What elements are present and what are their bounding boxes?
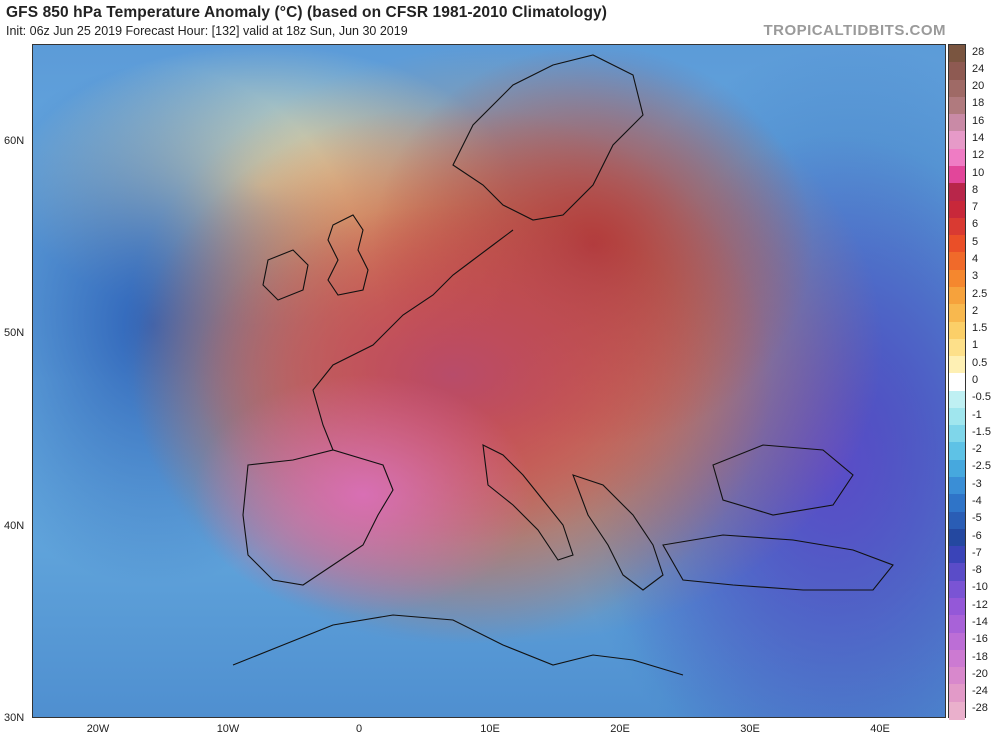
color-scale-swatch xyxy=(949,477,965,496)
color-scale-swatch xyxy=(949,459,965,478)
map-title: GFS 850 hPa Temperature Anomaly (°C) (ba… xyxy=(6,4,608,21)
color-scale-swatch xyxy=(949,580,965,599)
color-scale-swatch xyxy=(949,667,965,686)
color-scale-label: -6 xyxy=(972,529,982,542)
lat-label-30n: 30N xyxy=(4,712,25,724)
color-scale-swatch xyxy=(949,165,965,184)
color-scale-label: 20 xyxy=(972,80,985,93)
color-scale-swatch xyxy=(949,390,965,409)
color-scale-swatch xyxy=(949,96,965,115)
color-scale-swatch xyxy=(949,338,965,357)
color-scale-swatch xyxy=(949,200,965,219)
lon-label-0: 0 xyxy=(355,723,363,735)
color-scale-label: -28 xyxy=(972,702,988,715)
color-scale-label: 14 xyxy=(972,132,985,145)
color-scale-swatch xyxy=(949,494,965,513)
color-scale-swatch xyxy=(949,114,965,133)
color-scale-label: 24 xyxy=(972,62,985,75)
map-subtitle: Init: 06z Jun 25 2019 Forecast Hour: [13… xyxy=(6,24,408,38)
color-scale-label: 4 xyxy=(972,253,979,266)
lat-label-50n: 50N xyxy=(4,327,25,339)
color-scale-swatch xyxy=(949,235,965,254)
color-scale-swatch xyxy=(949,321,965,340)
color-scale-swatch xyxy=(949,131,965,150)
color-scale-swatch xyxy=(949,79,965,98)
color-scale-swatch xyxy=(949,684,965,703)
color-scale-label: -5 xyxy=(972,512,982,525)
color-scale-label: 3 xyxy=(972,270,979,283)
color-scale-bar xyxy=(948,44,966,720)
color-scale-label: 6 xyxy=(972,218,979,231)
color-scale-label: -14 xyxy=(972,615,988,628)
color-scale-swatch xyxy=(949,407,965,426)
lon-label-10e: 10E xyxy=(480,723,500,735)
color-scale-label: 1.5 xyxy=(972,322,988,335)
color-scale-swatch xyxy=(949,304,965,323)
color-scale-label: -0.5 xyxy=(972,391,991,404)
color-scale-label: 10 xyxy=(972,166,985,179)
color-scale-label: -8 xyxy=(972,564,982,577)
color-scale-swatch xyxy=(949,511,965,530)
color-scale-label: -4 xyxy=(972,494,982,507)
color-scale-swatch xyxy=(949,45,965,63)
color-scale-swatch xyxy=(949,649,965,668)
color-scale-label: -2 xyxy=(972,443,982,456)
color-scale-label: 28 xyxy=(972,45,985,58)
color-scale-label: -20 xyxy=(972,667,988,680)
brand-watermark: TROPICALTIDBITS.COM xyxy=(763,22,946,39)
color-scale-label: 0.5 xyxy=(972,356,988,369)
lat-label-40n: 40N xyxy=(4,520,25,532)
color-scale-swatch xyxy=(949,148,965,167)
color-scale-swatch xyxy=(949,632,965,651)
lon-label-20w: 20W xyxy=(86,723,110,735)
lon-label-10w: 10W xyxy=(216,723,240,735)
lon-label-40e: 40E xyxy=(870,723,890,735)
color-scale-label: 0 xyxy=(972,374,979,386)
color-scale-label: 2.5 xyxy=(972,287,988,300)
color-scale-label: -7 xyxy=(972,546,982,559)
color-scale-label: 12 xyxy=(972,149,985,162)
color-scale-swatch xyxy=(949,183,965,202)
color-scale-swatch xyxy=(949,701,965,720)
color-scale-label: 1 xyxy=(972,339,979,352)
color-scale-label: 2 xyxy=(972,304,979,317)
color-scale-swatch xyxy=(949,286,965,305)
color-scale-label: -24 xyxy=(972,685,988,698)
color-scale-label: -18 xyxy=(972,650,988,663)
color-scale-swatch xyxy=(949,563,965,582)
color-scale-swatch xyxy=(949,217,965,236)
color-scale-swatch xyxy=(949,356,965,375)
color-scale-label: 7 xyxy=(972,201,979,214)
color-scale-label: 16 xyxy=(972,114,985,127)
color-scale-label: 18 xyxy=(972,97,985,110)
color-scale-label: -16 xyxy=(972,633,988,646)
color-scale-label: -10 xyxy=(972,581,988,594)
color-scale-swatch xyxy=(949,252,965,271)
color-scale-label: -12 xyxy=(972,598,988,611)
coastline-overlay xyxy=(232,54,894,676)
color-scale-label: -3 xyxy=(972,477,982,490)
color-scale-label: -1.5 xyxy=(972,425,991,438)
color-scale-swatch xyxy=(949,62,965,81)
color-scale-swatch xyxy=(949,615,965,634)
lon-label-30e: 30E xyxy=(740,723,760,735)
anomaly-map xyxy=(32,44,946,718)
color-scale-swatch xyxy=(949,373,965,392)
color-scale-label: -2.5 xyxy=(972,460,991,473)
color-scale-label: -1 xyxy=(972,408,982,421)
color-scale-swatch xyxy=(949,425,965,444)
color-scale-swatch xyxy=(949,598,965,617)
color-scale-swatch xyxy=(949,546,965,565)
color-scale-label: 8 xyxy=(972,183,979,196)
color-scale-swatch xyxy=(949,442,965,461)
lon-label-20e: 20E xyxy=(610,723,630,735)
color-scale-label: 5 xyxy=(972,235,979,248)
color-scale-swatch xyxy=(949,528,965,547)
color-scale-swatch xyxy=(949,269,965,288)
lat-label-60n: 60N xyxy=(4,135,25,147)
